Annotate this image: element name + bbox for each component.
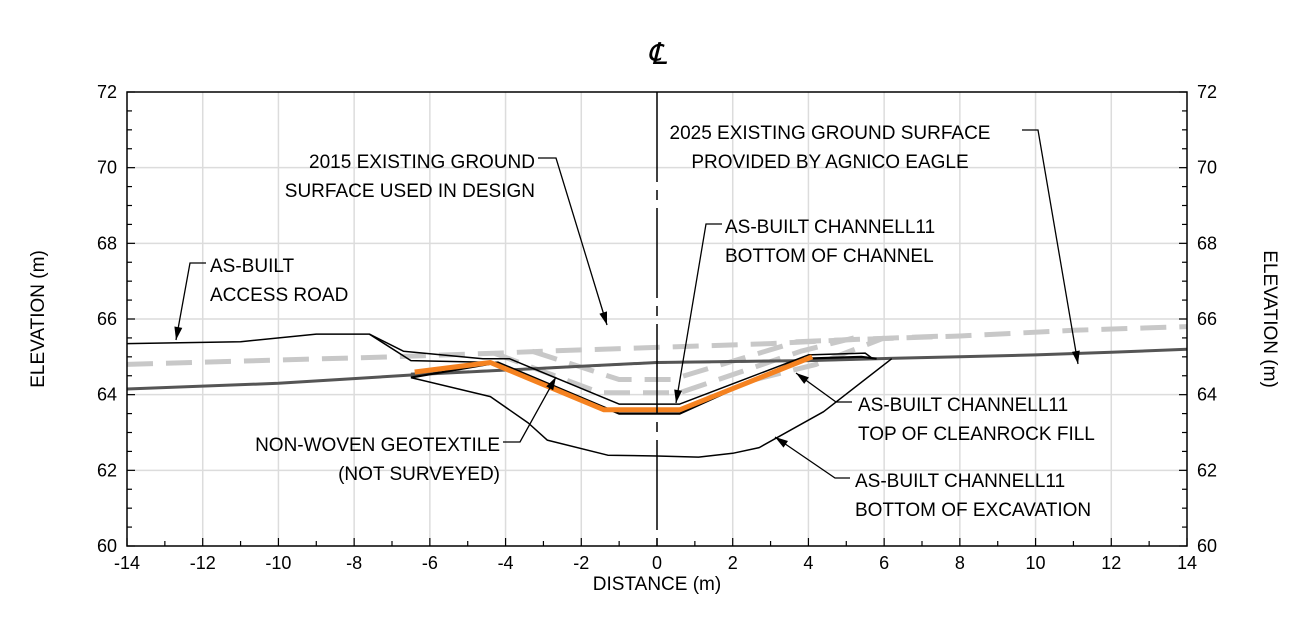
series-line-access-road [126,333,874,405]
callout-line: (NOT SURVEYED) [338,464,500,485]
y-tick-label-left: 70 [97,158,117,178]
callout-access: AS-BUILT ACCESS ROAD [174,256,348,341]
y-tick-label-right: 64 [1197,385,1217,405]
callout-line: TOP OF CLEANROCK FILL [858,424,1095,445]
x-tick-label: 12 [1101,553,1121,573]
x-axis-title: DISTANCE (m) [593,574,721,595]
leader-line [503,376,557,443]
callout-text: AS-BUILT CHANNELL11 BOTTOM OF EXCAVATION [855,471,1091,521]
callout-text: AS-BUILT CHANNELL11 TOP OF CLEANROCK FILL [858,395,1095,445]
callout-channel: AS-BUILT CHANNELL11 BOTTOM OF CHANNEL [674,217,935,404]
series-line-design-channel-c [754,335,886,382]
y-tick-label-right: 70 [1197,158,1217,178]
series-line-design-channel-b [531,333,945,382]
arrowhead [599,311,607,325]
callout-line: BOTTOM OF CHANNEL [725,246,934,267]
callout-line: PROVIDED BY AGNICO EAGLE [691,152,968,173]
callout-cleanrock: AS-BUILT CHANNELL11 TOP OF CLEANROCK FILL [795,372,1095,445]
x-tick-label: -12 [190,553,216,573]
x-tick-label: -14 [114,553,140,573]
y-tick-label-left: 62 [97,460,117,480]
y-tick-label-left: 72 [97,82,117,102]
leader-line [538,157,608,326]
callout-2015: 2015 EXISTING GROUND SURFACE USED IN DESI… [285,152,608,326]
callout-line: ACCESS ROAD [210,285,348,306]
callout-line: 2025 EXISTING GROUND SURFACE [670,123,991,144]
annotations: 2015 EXISTING GROUND SURFACE USED IN DESI… [174,123,1095,521]
arrowhead [796,373,809,384]
x-tick-label: 14 [1177,553,1197,573]
series-line-geotextile [414,354,814,413]
leader-line [175,262,206,341]
callout-geotextile: NON-WOVEN GEOTEXTILE (NOT SURVEYED) [255,376,557,485]
callout-text: AS-BUILT CHANNELL11 BOTTOM OF CHANNEL [725,217,935,267]
y-tick-label-left: 66 [97,309,117,329]
arrowhead [546,377,556,391]
x-tick-label: 6 [879,553,889,573]
callout-line: AS-BUILT CHANNELL11 [855,471,1065,492]
y-tick-label-right: 62 [1197,460,1217,480]
x-tick-label: 4 [803,553,813,573]
y-tick-label-right: 72 [1197,82,1217,102]
arrowhead [775,437,788,448]
arrowhead [674,389,683,403]
x-tick-label: 8 [955,553,965,573]
callout-text: NON-WOVEN GEOTEXTILE (NOT SURVEYED) [255,435,500,485]
y-tick-label-right: 60 [1197,536,1217,556]
y-tick-label-left: 64 [97,385,117,405]
arrowhead [1071,350,1080,364]
y-axis-title-right: ELEVATION (m) [1259,250,1280,388]
x-tick-label: -8 [346,553,362,573]
series-layer [126,324,1188,458]
x-tick-label: 10 [1026,553,1046,573]
callout-line: AS-BUILT [210,256,295,277]
callout-excavation: AS-BUILT CHANNELL11 BOTTOM OF EXCAVATION [774,436,1091,521]
callout-line: SURFACE USED IN DESIGN [285,181,535,202]
leader-line [774,436,850,479]
x-tick-label: -2 [573,553,589,573]
callout-text: 2015 EXISTING GROUND SURFACE USED IN DESI… [285,152,535,202]
y-tick-label-right: 66 [1197,309,1217,329]
y-tick-label-right: 68 [1197,233,1217,253]
series-line-cleanrock-top [410,355,877,415]
callout-line: AS-BUILT CHANNELL11 [725,217,935,238]
callout-line: BOTTOM OF EXCAVATION [855,500,1091,521]
callout-text: 2025 EXISTING GROUND SURFACE PROVIDED BY … [670,123,991,173]
callout-line: NON-WOVEN GEOTEXTILE [255,435,500,456]
callout-text: AS-BUILT ACCESS ROAD [210,256,348,306]
x-tick-label: -10 [265,553,291,573]
y-tick-label-left: 60 [97,536,117,556]
x-tick-label: -6 [422,553,438,573]
x-tick-label: 2 [728,553,738,573]
callout-line: 2015 EXISTING GROUND [309,152,535,173]
callout-line: AS-BUILT CHANNELL11 [858,395,1068,416]
y-tick-label-left: 68 [97,233,117,253]
x-tick-label: -4 [498,553,514,573]
arrowhead [174,326,183,340]
leader-line [795,372,852,403]
y-axis-title-left: ELEVATION (m) [28,250,49,388]
leader-line [1022,129,1079,365]
series-line-existing-hidden [410,357,877,376]
centerline-symbol: ℄ [647,37,667,72]
leader-line [675,223,722,404]
callout-2025: 2025 EXISTING GROUND SURFACE PROVIDED BY … [670,123,1080,365]
series-line-access-road-toe [368,333,499,364]
plot-frame [126,91,1188,547]
x-tick-label: 0 [652,553,662,573]
